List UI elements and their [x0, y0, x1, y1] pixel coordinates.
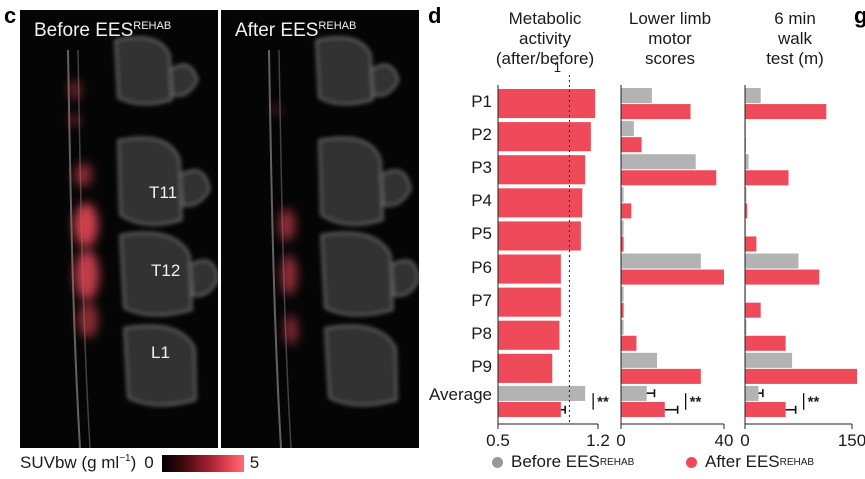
bar-1-before-p8 — [621, 319, 624, 335]
bar-0-after-p6 — [498, 254, 561, 284]
colorbar-gradient — [161, 454, 244, 472]
bar-1-before-p7 — [621, 286, 624, 302]
colorbar-max: 5 — [249, 453, 260, 472]
scan-after-title: After EESREHAB — [235, 20, 357, 41]
row-label-p6: P6 — [471, 257, 492, 277]
row-label-p8: P8 — [471, 323, 492, 343]
walk-title: 6 min walk test (m) — [766, 9, 824, 68]
bar-2-before-p9 — [745, 352, 793, 368]
row-label-p5: P5 — [471, 224, 492, 244]
scan-after: After EESREHAB — [221, 10, 419, 448]
bar-1-before-p1 — [621, 88, 652, 104]
bar-0-after-p3 — [498, 155, 586, 185]
bar-0-after-p1 — [498, 89, 596, 119]
colorbar: SUVbw (g ml−1) 0 5 — [20, 453, 259, 473]
panel-c-letter: c — [4, 3, 17, 28]
bar-2-after-average — [745, 401, 786, 417]
bar-2-before-p4 — [745, 187, 747, 203]
panel-g-letter: g — [854, 3, 865, 28]
bar-1-before-p2 — [621, 121, 634, 137]
bar-1-after-p8 — [621, 335, 637, 351]
bar-2-after-p7 — [745, 302, 761, 318]
bar-2-before-p6 — [745, 253, 799, 269]
scan-after-image — [268, 36, 419, 448]
scan-before-title: Before EESREHAB — [34, 20, 172, 41]
bar-0-after-p9 — [498, 353, 553, 383]
bar-1-before-average — [621, 385, 647, 401]
bar-2-after-p4 — [745, 203, 748, 219]
bar-2-after-p9 — [745, 368, 857, 384]
bar-1-after-p3 — [621, 170, 717, 186]
bar-2-after-p3 — [745, 170, 789, 186]
bar-0-after-average — [498, 401, 561, 417]
legend-before: Before EES REHAB — [492, 452, 634, 472]
vertebra-label-t12: T12 — [151, 261, 181, 280]
row-label-p7: P7 — [471, 290, 492, 310]
bar-2-before-average — [745, 385, 759, 401]
row-label-p2: P2 — [471, 125, 492, 145]
row-label-p4: P4 — [471, 191, 492, 211]
x-tick-label-1-min: 0 — [616, 431, 625, 450]
legend-after: After EES REHAB — [686, 452, 814, 472]
bar-1-after-p6 — [621, 269, 724, 285]
row-label-average: Average — [428, 384, 492, 404]
bar-2-after-p5 — [745, 236, 757, 252]
panel-d-letter: d — [428, 3, 442, 28]
bar-0-after-p5 — [498, 221, 581, 251]
bar-1-before-p6 — [621, 253, 701, 269]
sig-stars-0: ** — [597, 393, 609, 410]
scan-before-image — [67, 36, 218, 448]
vertebra-label-l1: L1 — [151, 343, 170, 362]
bar-1-after-p5 — [621, 236, 624, 252]
bar-1-before-p5 — [621, 220, 624, 236]
bar-0-after-p4 — [498, 188, 583, 218]
bar-1-after-p7 — [621, 302, 624, 318]
row-label-p1: P1 — [471, 92, 492, 111]
x-tick-label-2-max: 150 — [838, 431, 865, 450]
metabolic-title: Metabolic activity (after/before) — [495, 9, 595, 68]
x-tick-label-0-max: 1.2 — [586, 431, 610, 450]
reference-line-label-0: 1 — [554, 60, 561, 75]
bar-1-after-p2 — [621, 137, 642, 153]
x-tick-label-1-max: 40 — [715, 431, 734, 450]
vertebra-label-t11: T11 — [149, 183, 178, 202]
x-tick-label-0-min: 0.5 — [486, 431, 510, 450]
legend-after-swatch — [686, 456, 697, 468]
bar-2-before-p8 — [745, 319, 747, 335]
bar-0-after-p2 — [498, 122, 591, 152]
bar-0-after-p8 — [498, 320, 560, 350]
bar-1-before-p9 — [621, 352, 658, 368]
bar-2-after-p1 — [745, 104, 827, 120]
bar-2-after-p6 — [745, 269, 820, 285]
bar-2-after-p8 — [745, 335, 786, 351]
motor-title: Lower limb motor scores — [628, 9, 712, 68]
colorbar-min: 0 — [144, 453, 154, 472]
row-label-p9: P9 — [471, 356, 492, 376]
row-label-p3: P3 — [471, 158, 492, 178]
bar-1-before-p3 — [621, 154, 696, 170]
scan-before: Before EESREHAB T11 T12 L1 — [20, 10, 218, 448]
bar-1-after-p9 — [621, 368, 701, 384]
bar-2-before-p1 — [745, 88, 761, 104]
bar-1-after-average — [621, 401, 665, 417]
sig-stars-1: ** — [690, 393, 702, 410]
x-tick-label-2-min: 0 — [740, 431, 749, 450]
bar-1-after-p1 — [621, 104, 691, 120]
bar-2-before-p3 — [745, 154, 749, 170]
legend-before-swatch — [492, 456, 503, 468]
bar-1-before-p4 — [621, 187, 624, 203]
bar-0-before-average — [498, 385, 586, 401]
bar-1-after-p4 — [621, 203, 632, 219]
sig-stars-2: ** — [808, 393, 820, 410]
colorbar-label: SUVbw (g ml−1) — [20, 453, 137, 472]
bar-0-after-p7 — [498, 287, 561, 317]
